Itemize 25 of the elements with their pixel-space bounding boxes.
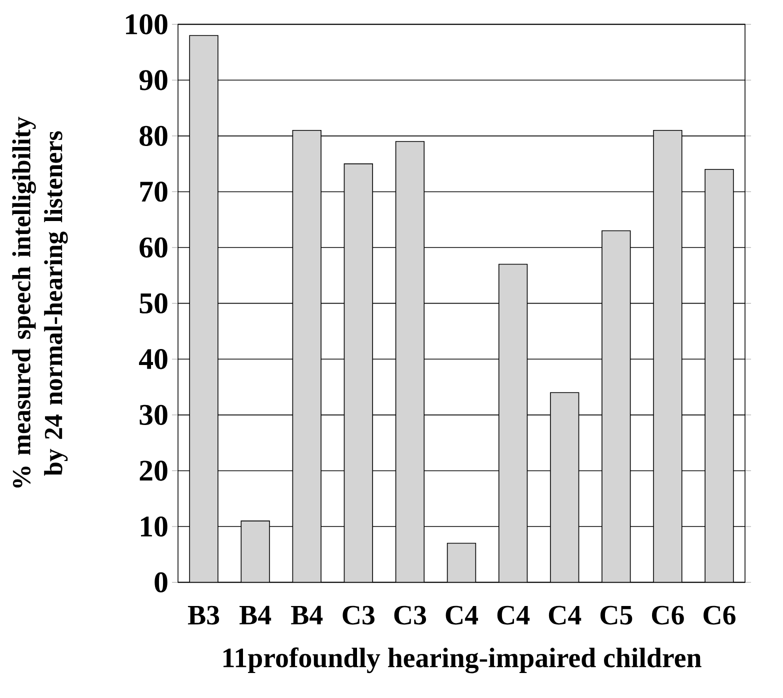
y-tick-label: 70 <box>140 181 168 202</box>
x-axis-title: 11profoundly hearing-impaired children <box>223 647 702 674</box>
y-tick-label: 50 <box>140 293 168 314</box>
y-tick-label: 0 <box>154 572 168 592</box>
x-tick-label: B4 <box>291 606 323 624</box>
x-tick-label: C5 <box>600 606 632 624</box>
x-tick-label: C3 <box>394 606 426 624</box>
x-tick-label: C3 <box>342 606 374 624</box>
x-tick-label: C6 <box>652 606 684 624</box>
x-tick-label: B4 <box>240 606 272 624</box>
x-tick-label: B3 <box>188 606 220 624</box>
y-tick-label: 30 <box>140 404 168 425</box>
y-tick-label: 40 <box>139 348 168 370</box>
y-tick-label: 20 <box>140 460 168 481</box>
x-tick-label: C6 <box>704 606 736 624</box>
y-tick-label: 100 <box>126 14 168 34</box>
y-tick-label: 10 <box>140 516 168 536</box>
x-tick-label: C4 <box>446 606 478 624</box>
y-tick-label: 80 <box>140 126 168 146</box>
y-tick-label: 60 <box>140 237 168 258</box>
bar <box>446 542 476 582</box>
x-tick-label: C4 <box>497 606 530 624</box>
y-axis-title: % measured speech intelligibility by 24 normal-hearing listeners <box>12 116 68 488</box>
y-tick-label: 90 <box>139 70 168 90</box>
x-tick-label: C4 <box>548 606 582 624</box>
